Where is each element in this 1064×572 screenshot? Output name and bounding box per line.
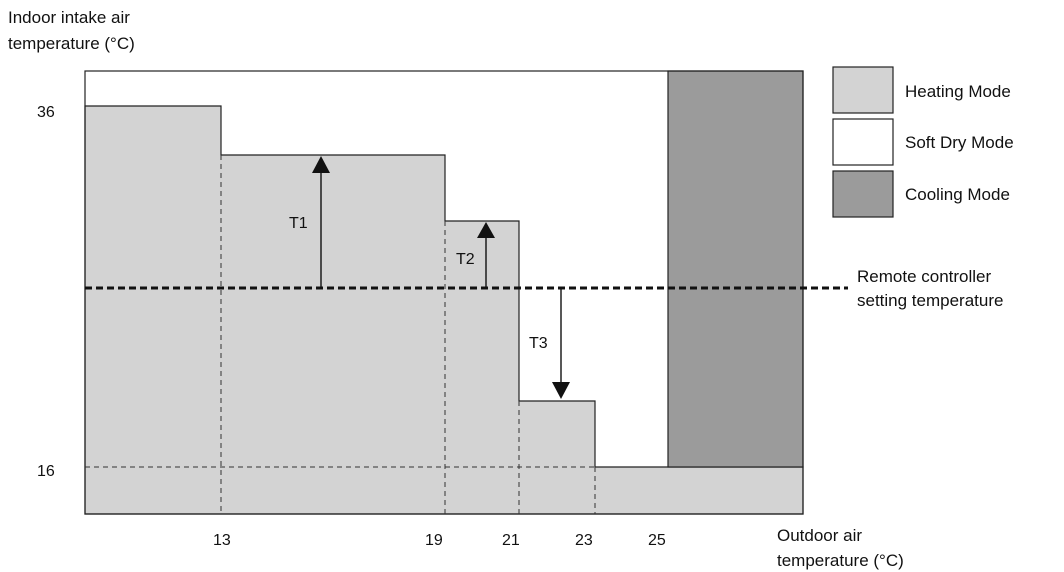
t3-arrow [552, 288, 570, 399]
cooling-mode-region [667, 70, 804, 468]
x-tick-21: 21 [502, 532, 520, 549]
setting-line-label-line-2: setting temperature [857, 291, 1003, 310]
t1-arrow [312, 156, 330, 288]
legend-label-cooling: Cooling Mode [905, 185, 1010, 204]
x-axis-label-line-1: Outdoor air [777, 526, 862, 545]
legend-swatch-heating [832, 66, 894, 114]
guide-lines [85, 155, 596, 514]
t2-arrow [477, 222, 495, 288]
t3-label: T3 [529, 335, 548, 352]
legend-swatch-soft-dry [832, 118, 894, 166]
y-axis-label-line-2: temperature (°C) [8, 34, 135, 53]
y-tick-16: 16 [37, 463, 55, 480]
y-axis-label-line-1: Indoor intake air [8, 8, 130, 27]
x-axis-label-line-2: temperature (°C) [777, 551, 904, 570]
x-tick-19: 19 [425, 532, 443, 549]
plot-frame [84, 70, 804, 515]
t1-label: T1 [289, 215, 308, 232]
legend-swatch-cooling [832, 170, 894, 218]
legend-label-soft-dry: Soft Dry Mode [905, 133, 1014, 152]
legend: Heating Mode Soft Dry Mode Cooling Mode [832, 66, 1014, 218]
legend-label-heating: Heating Mode [905, 82, 1011, 101]
y-tick-36: 36 [37, 104, 55, 121]
x-tick-23: 23 [575, 532, 593, 549]
x-tick-13: 13 [213, 532, 231, 549]
t2-label: T2 [456, 251, 475, 268]
setting-line-label-line-1: Remote controller [857, 267, 992, 286]
x-tick-25: 25 [648, 532, 666, 549]
